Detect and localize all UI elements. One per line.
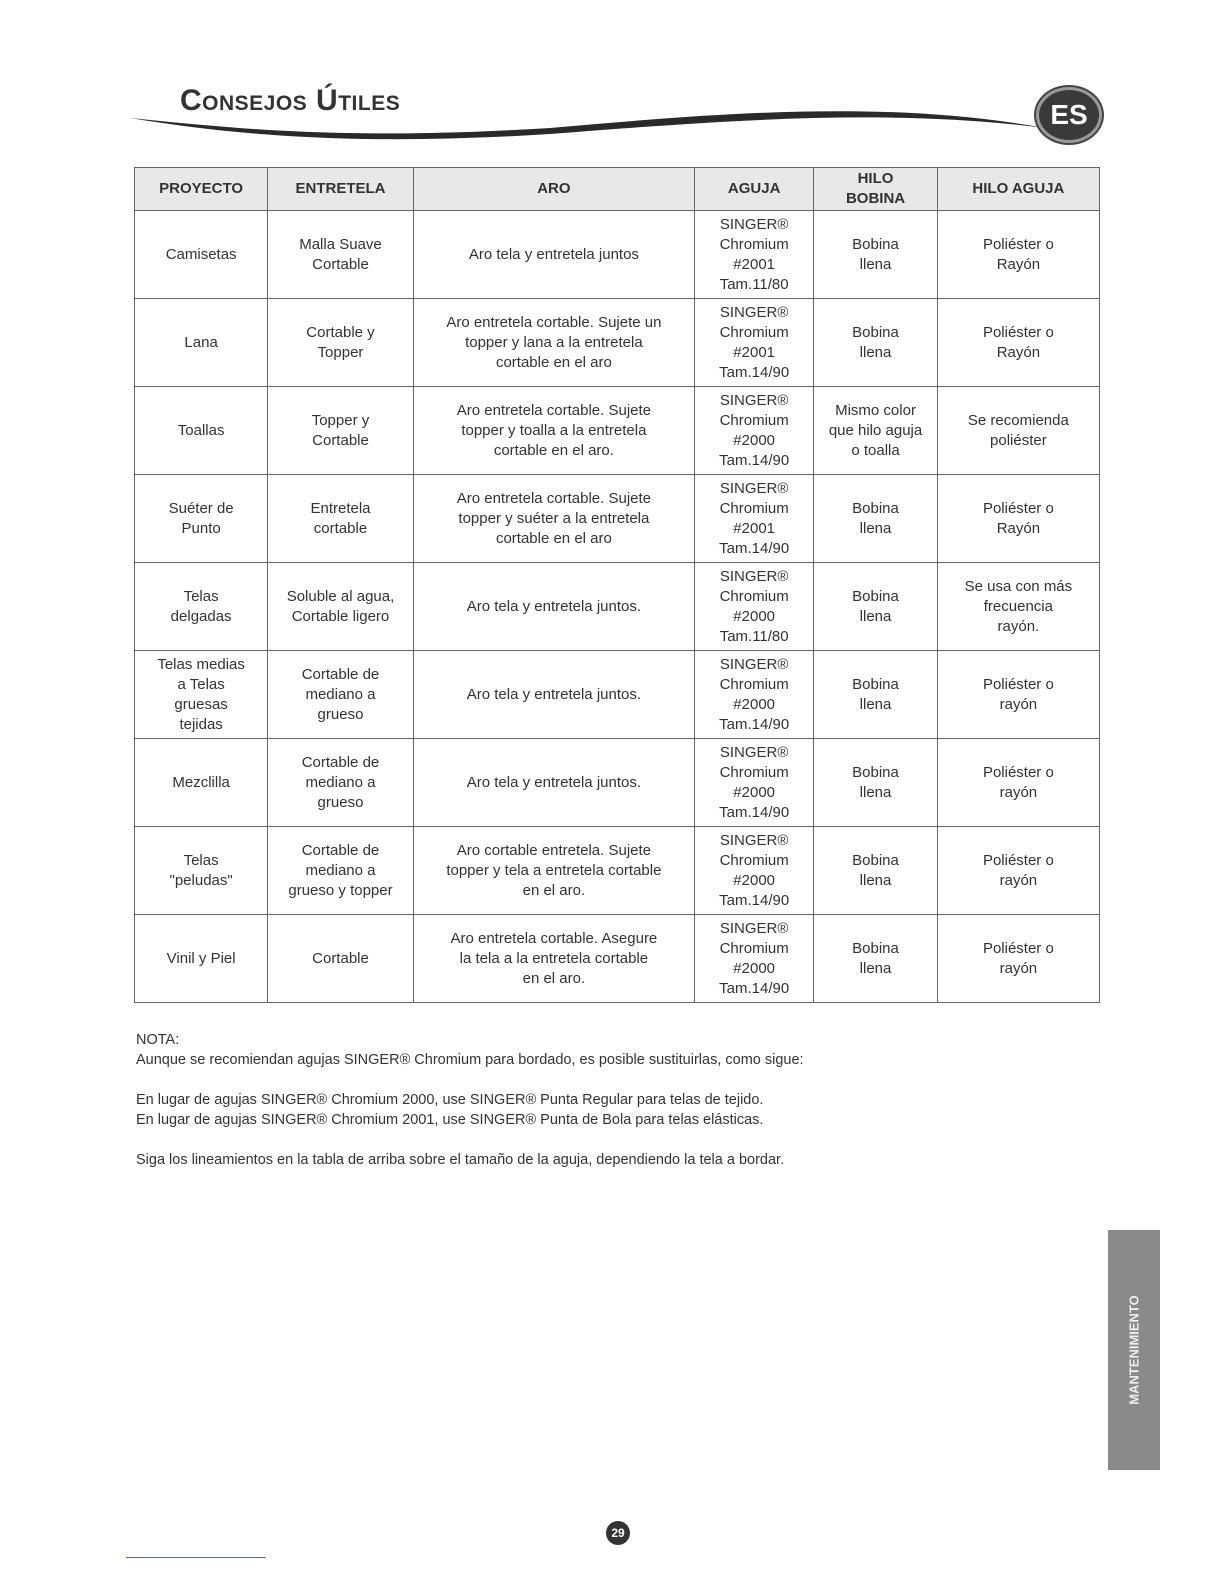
table-cell: Poliéster o rayón bbox=[936, 650, 1101, 739]
table-cell: Aro tela y entretela juntos. bbox=[412, 562, 696, 651]
note-line: En lugar de agujas SINGER® Chromium 2000… bbox=[136, 1092, 764, 1108]
table-cell: Poliéster o Rayón bbox=[936, 210, 1101, 299]
table-cell: Lana bbox=[133, 298, 269, 387]
table-cell: Poliéster o rayón bbox=[936, 826, 1101, 915]
table-header-row: PROYECTO ENTRETELA ARO AGUJA HILO BOBINA HILO… bbox=[133, 167, 1101, 211]
column-header: HILO BOBINA bbox=[813, 167, 938, 211]
table-cell: Aro entretela cortable. Asegure la tela … bbox=[412, 914, 696, 1003]
table-cell: Bobina llena bbox=[813, 210, 938, 299]
table-cell: Cortable de mediano a grueso bbox=[267, 650, 414, 739]
column-header: PROYECTO bbox=[133, 167, 269, 211]
table-cell: Poliéster o rayón bbox=[936, 738, 1101, 827]
column-header: AGUJA bbox=[694, 167, 815, 211]
table-cell: Bobina llena bbox=[813, 650, 938, 739]
note-label: NOTA: bbox=[136, 1032, 180, 1048]
table-cell: Se usa con más frecuencia rayón. bbox=[936, 562, 1101, 651]
table-row: Lana Cortable y Topper Aro entretela corta… bbox=[133, 298, 1101, 387]
table-cell: Poliéster o rayón bbox=[936, 914, 1101, 1003]
table-cell: SINGER® Chromium #2000 Tam.14/90 bbox=[694, 914, 815, 1003]
table-cell: Bobina llena bbox=[813, 914, 938, 1003]
table-cell: SINGER® Chromium #2000 Tam.14/90 bbox=[694, 738, 815, 827]
table-cell: Topper y Cortable bbox=[267, 386, 414, 475]
table-cell: Mismo color que hilo aguja o toalla bbox=[813, 386, 938, 475]
table-row: Suéter de Punto Entretela cortable Aro ent… bbox=[133, 474, 1101, 563]
table-cell: Telas medias a Telas gruesas tejidas bbox=[133, 650, 269, 739]
table-row: Vinil y Piel Cortable Aro entretela cortab… bbox=[133, 914, 1101, 1003]
table-row: Toallas Topper y Cortable Aro entretela co… bbox=[133, 386, 1101, 475]
table-cell: Bobina llena bbox=[813, 562, 938, 651]
table-cell: Se recomienda poliéster bbox=[936, 386, 1101, 475]
table-cell: SINGER® Chromium #2000 Tam.11/80 bbox=[694, 562, 815, 651]
column-header: ENTRETELA bbox=[267, 167, 414, 211]
table-cell: Entretela cortable bbox=[267, 474, 414, 563]
note-line: Siga los lineamientos en la tabla de arr… bbox=[136, 1152, 785, 1168]
table-cell: Cortable de mediano a grueso y topper bbox=[267, 826, 414, 915]
table-cell: Bobina llena bbox=[813, 738, 938, 827]
section-side-tab: MANTENIMIENTO bbox=[1108, 1230, 1160, 1470]
table-cell: Aro tela y entretela juntos. bbox=[412, 738, 696, 827]
page-title: Consejos Útiles bbox=[180, 84, 401, 117]
table-cell: SINGER® Chromium #2000 Tam.14/90 bbox=[694, 826, 815, 915]
table-cell: Cortable de mediano a grueso bbox=[267, 738, 414, 827]
table-cell: Bobina llena bbox=[813, 474, 938, 563]
table-cell: Mezclilla bbox=[133, 738, 269, 827]
table-cell: Malla Suave Cortable bbox=[267, 210, 414, 299]
table-cell: Poliéster o Rayón bbox=[936, 298, 1101, 387]
note-line: En lugar de agujas SINGER® Chromium 2001… bbox=[136, 1112, 764, 1128]
table-row: Telas medias a Telas gruesas tejidas Cort… bbox=[133, 650, 1101, 739]
table-cell: Vinil y Piel bbox=[133, 914, 269, 1003]
table-cell: Suéter de Punto bbox=[133, 474, 269, 563]
table-cell: Aro cortable entretela. Sujete topper y … bbox=[412, 826, 696, 915]
column-header: HILO AGUJA bbox=[936, 167, 1101, 211]
table-cell: Cortable y Topper bbox=[267, 298, 414, 387]
table-cell: Aro entretela cortable. Sujete un topper… bbox=[412, 298, 696, 387]
table-row: Telas delgadas Soluble al agua, Cortable … bbox=[133, 562, 1101, 651]
table-cell: Toallas bbox=[133, 386, 269, 475]
table-cell: Bobina llena bbox=[813, 826, 938, 915]
table-cell: Cortable bbox=[267, 914, 414, 1003]
table-cell: Telas "peludas" bbox=[133, 826, 269, 915]
page-number: 29 bbox=[606, 1521, 630, 1545]
header-swoosh-decoration bbox=[130, 111, 1045, 140]
table-cell: Aro entretela cortable. Sujete topper y … bbox=[412, 386, 696, 475]
table-cell: Telas delgadas bbox=[133, 562, 269, 651]
table-cell: Soluble al agua, Cortable ligero bbox=[267, 562, 414, 651]
table-row: Mezclilla Cortable de mediano a grueso Aro… bbox=[133, 738, 1101, 827]
table-cell: Camisetas bbox=[133, 210, 269, 299]
table-cell: SINGER® Chromium #2001 Tam.14/90 bbox=[694, 298, 815, 387]
column-header: ARO bbox=[412, 167, 696, 211]
table-row: Camisetas Malla Suave Cortable Aro tela y … bbox=[133, 210, 1101, 299]
table-cell: SINGER® Chromium #2000 Tam.14/90 bbox=[694, 650, 815, 739]
table-cell: Aro tela y entretela juntos. bbox=[412, 650, 696, 739]
footer-line bbox=[126, 1557, 266, 1558]
table-cell: Bobina llena bbox=[813, 298, 938, 387]
table-cell: Aro tela y entretela juntos bbox=[412, 210, 696, 299]
table-cell: SINGER® Chromium #2001 Tam.14/90 bbox=[694, 474, 815, 563]
table-row: Telas "peludas" Cortable de mediano a gru… bbox=[133, 826, 1101, 915]
tips-table: PROYECTO ENTRETELA ARO AGUJA HILO BOBINA HILO… bbox=[133, 167, 1101, 1003]
table-cell: SINGER® Chromium #2000 Tam.14/90 bbox=[694, 386, 815, 475]
note-section: NOTA: Aunque se recomiendan agujas SINGE… bbox=[136, 1030, 804, 1170]
table-cell: Poliéster o Rayón bbox=[936, 474, 1101, 563]
table-cell: SINGER® Chromium #2001 Tam.11/80 bbox=[694, 210, 815, 299]
note-intro: Aunque se recomiendan agujas SINGER® Chr… bbox=[136, 1052, 804, 1068]
language-badge: ES bbox=[1036, 87, 1102, 143]
side-tab-label: MANTENIMIENTO bbox=[1126, 1295, 1142, 1405]
table-cell: Aro entretela cortable. Sujete topper y … bbox=[412, 474, 696, 563]
